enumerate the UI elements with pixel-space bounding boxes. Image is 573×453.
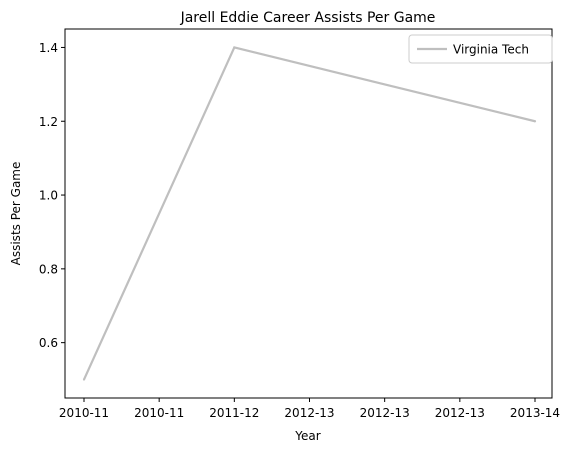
plot-frame — [64, 28, 553, 399]
data-point — [233, 46, 236, 49]
x-tick-label: 2012-13 — [360, 406, 410, 420]
data-point — [533, 120, 537, 123]
series-line — [82, 46, 536, 381]
legend: Virginia Tech — [408, 34, 553, 64]
x-tick-label: 2013-14 — [510, 406, 560, 420]
data-point — [82, 378, 86, 381]
x-tick-label: 2012-13 — [435, 406, 485, 420]
x-tick-label: 2011-12 — [209, 406, 259, 420]
x-tick-label: 2010-11 — [134, 406, 184, 420]
y-tick-label: 1.0 — [39, 189, 58, 203]
chart-title: Jarell Eddie Career Assists Per Game — [180, 10, 436, 26]
y-tick-label: 0.6 — [39, 336, 58, 350]
y-axis-label: Assists Per Game — [9, 162, 23, 266]
legend-label: Virginia Tech — [453, 43, 529, 57]
y-axis-ticks: 0.6 0.8 1.0 1.2 1.4 — [39, 41, 65, 350]
x-tick-label: 2012-13 — [284, 406, 334, 420]
x-tick-label: 2010-11 — [59, 406, 109, 420]
y-tick-label: 0.8 — [39, 262, 58, 276]
y-tick-label: 1.4 — [39, 41, 58, 55]
legend-box — [408, 34, 553, 64]
x-axis-ticks: 2010-11 2010-11 2011-12 2012-13 2012-13 2012-… — [59, 398, 560, 420]
y-tick-label: 1.2 — [39, 115, 58, 129]
series-layer — [82, 46, 537, 381]
x-axis-label: Year — [294, 429, 320, 443]
